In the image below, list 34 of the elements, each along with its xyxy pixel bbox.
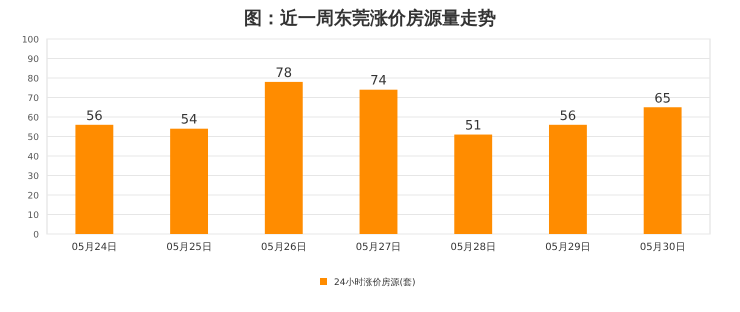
data-label: 54 bbox=[180, 112, 198, 128]
x-tick-label: 05月28日 bbox=[450, 242, 496, 253]
y-tick-label: 20 bbox=[28, 192, 40, 202]
x-tick-label: 05月24日 bbox=[72, 242, 118, 253]
bar bbox=[75, 124, 114, 234]
y-tick-label: 10 bbox=[28, 211, 40, 221]
bar bbox=[548, 124, 587, 234]
x-tick-label: 05月26日 bbox=[261, 242, 307, 253]
bar bbox=[170, 128, 208, 234]
data-label: 74 bbox=[370, 74, 387, 89]
y-tick-label: 30 bbox=[28, 172, 40, 182]
bar bbox=[360, 90, 398, 234]
data-label: 56 bbox=[86, 108, 103, 124]
bar bbox=[454, 134, 492, 234]
y-tick-label: 0 bbox=[33, 230, 40, 240]
y-tick-label: 40 bbox=[28, 152, 40, 162]
y-tick-label: 70 bbox=[28, 94, 40, 104]
x-tick-label: 05月25日 bbox=[166, 242, 212, 253]
y-tick-label: 50 bbox=[28, 133, 40, 143]
chart-title: 图：近一周东莞涨价房源量走势 bbox=[244, 8, 496, 29]
data-label: 51 bbox=[464, 118, 482, 134]
legend-label: 24小时涨价房源(套) bbox=[334, 277, 416, 288]
y-tick-label: 80 bbox=[28, 74, 40, 84]
x-tick-label: 05月30日 bbox=[640, 242, 686, 253]
y-tick-label: 90 bbox=[28, 55, 40, 65]
y-tick-label: 60 bbox=[28, 114, 40, 124]
x-tick-label: 05月27日 bbox=[356, 242, 402, 253]
data-label: 65 bbox=[654, 91, 671, 106]
bar bbox=[644, 107, 682, 234]
data-label: 56 bbox=[560, 108, 576, 124]
y-tick-label: 100 bbox=[22, 36, 40, 46]
x-tick-label: 05月29日 bbox=[545, 242, 591, 253]
data-label: 78 bbox=[276, 66, 292, 81]
bar bbox=[264, 82, 303, 234]
